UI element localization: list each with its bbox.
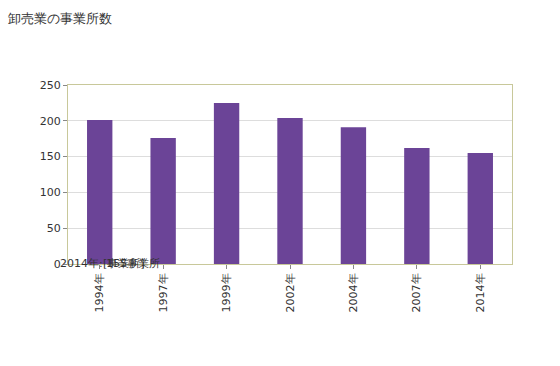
svg-text:150: 150 <box>40 150 61 163</box>
svg-text:200: 200 <box>40 115 61 128</box>
svg-text:2014年: 2014年 <box>474 273 487 312</box>
svg-text:1994年: 1994年 <box>93 273 106 312</box>
svg-text:50: 50 <box>47 222 61 235</box>
svg-text:2007年: 2007年 <box>410 273 423 312</box>
svg-text:卸売業の事業所数: 卸売業の事業所数 <box>8 11 112 26</box>
svg-text:2014年: 155事業所: 2014年: 155事業所 <box>60 257 160 270</box>
svg-text:2004年: 2004年 <box>347 273 360 312</box>
svg-text:1997年: 1997年 <box>157 273 170 312</box>
svg-text:2002年: 2002年 <box>284 273 297 312</box>
svg-text:0: 0 <box>54 258 61 271</box>
svg-text:100: 100 <box>40 186 61 199</box>
svg-text:[事業所]: [事業所] <box>103 257 145 270</box>
svg-text:1999年: 1999年 <box>220 273 233 312</box>
svg-text:250: 250 <box>40 79 61 92</box>
